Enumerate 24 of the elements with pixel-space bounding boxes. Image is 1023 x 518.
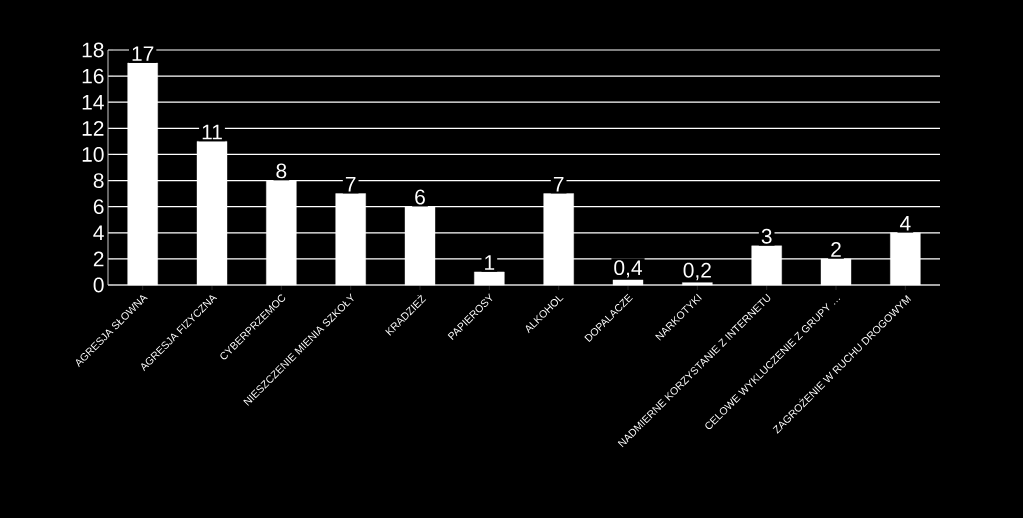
data-label: 1 — [485, 255, 495, 270]
data-label: 0,4 — [614, 260, 642, 278]
data-label: 8 — [276, 163, 287, 179]
data-label: 7 — [345, 176, 356, 192]
data-label: 11 — [202, 124, 222, 140]
y-tick-label: 2 — [93, 251, 104, 267]
y-tick-label: 4 — [93, 225, 104, 240]
y-tick-label: 0 — [93, 277, 104, 293]
data-label: 17 — [132, 46, 154, 61]
y-tick-label: 8 — [93, 173, 104, 188]
data-label: 7 — [553, 176, 564, 192]
y-tick-label: 18 — [82, 42, 104, 58]
y-tick-label: 12 — [82, 121, 104, 136]
data-label: 0,2 — [683, 262, 711, 281]
y-tick-label: 14 — [82, 94, 104, 110]
bar — [612, 279, 644, 286]
y-tick-label: 6 — [93, 199, 104, 215]
data-label: 6 — [415, 189, 425, 205]
bar — [682, 282, 713, 286]
data-label: 4 — [899, 216, 911, 231]
data-label: 3 — [761, 228, 772, 244]
data-label: 2 — [831, 242, 841, 257]
y-tick-label: 16 — [82, 68, 104, 84]
y-tick-label: 10 — [82, 147, 104, 162]
